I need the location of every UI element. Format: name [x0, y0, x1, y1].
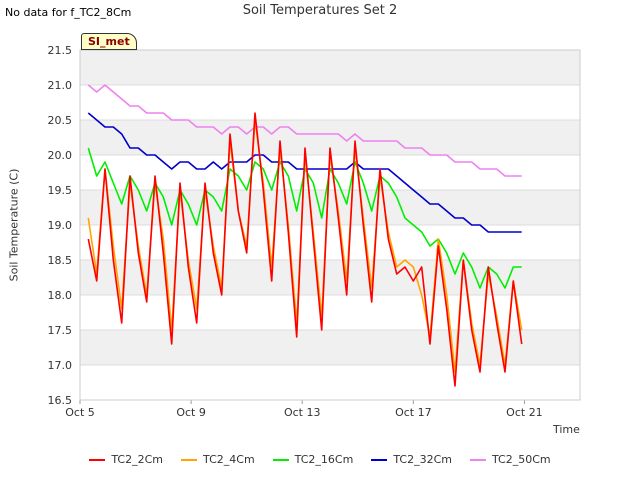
- grid-band: [80, 50, 580, 85]
- series-line-tc2-2cm: [87, 112, 523, 387]
- legend-label: TC2_50Cm: [491, 453, 551, 466]
- series-line-tc2-50cm: [87, 84, 522, 177]
- x-tick-label: Oct 21: [506, 406, 543, 419]
- legend-item-tc2-16cm: TC2_16Cm: [272, 453, 354, 466]
- grid-band: [80, 330, 580, 365]
- y-tick-label: 17.0: [48, 359, 73, 372]
- plot-frame: [79, 49, 581, 401]
- legend-swatch: [371, 458, 388, 461]
- x-tick-label: Oct 17: [395, 406, 432, 419]
- grid-band: [80, 190, 580, 225]
- y-tick-label: 18.0: [48, 289, 73, 302]
- grid-band: [80, 260, 580, 295]
- y-tick-label: 21.5: [48, 44, 73, 57]
- chart-title: Soil Temperatures Set 2: [242, 3, 398, 18]
- y-axis-label: Soil Temperature (C): [7, 168, 21, 282]
- x-tick-label: Oct 9: [176, 406, 206, 419]
- legend-label: TC2_4Cm: [203, 453, 255, 466]
- legend-item-tc2-4cm: TC2_4Cm: [181, 453, 255, 466]
- y-tick-label: 20.0: [48, 149, 73, 162]
- legend-label: TC2_2Cm: [111, 453, 164, 466]
- x-axis-label: Time: [553, 423, 580, 436]
- legend-swatch: [181, 458, 198, 461]
- no-data-notice: No data for f_TC2_8Cm: [5, 6, 132, 19]
- x-tick-label: Oct 5: [65, 406, 95, 419]
- legend-swatch: [89, 458, 106, 461]
- y-tick-label: 19.5: [48, 184, 73, 197]
- legend-swatch: [272, 458, 289, 461]
- y-tick-label: 18.5: [48, 254, 73, 267]
- legend-label: TC2_32Cm: [393, 453, 452, 466]
- y-tick-label: 19.0: [48, 219, 73, 232]
- legend-item-tc2-50cm: TC2_50Cm: [469, 453, 551, 466]
- site-badge: SI_met: [81, 33, 137, 50]
- x-tick-label: Oct 13: [284, 406, 321, 419]
- legend: TC2_2Cm TC2_4Cm TC2_16Cm TC2_32Cm TC2_50…: [0, 453, 640, 466]
- y-tick-label: 20.5: [48, 114, 73, 127]
- legend-item-tc2-32cm: TC2_32Cm: [371, 453, 452, 466]
- y-tick-label: 21.0: [48, 79, 73, 92]
- legend-label: TC2_16Cm: [294, 453, 354, 466]
- legend-item-tc2-2cm: TC2_2Cm: [89, 453, 163, 466]
- y-tick-label: 17.5: [48, 324, 73, 337]
- legend-swatch: [469, 458, 486, 461]
- y-tick-label: 16.5: [48, 394, 73, 407]
